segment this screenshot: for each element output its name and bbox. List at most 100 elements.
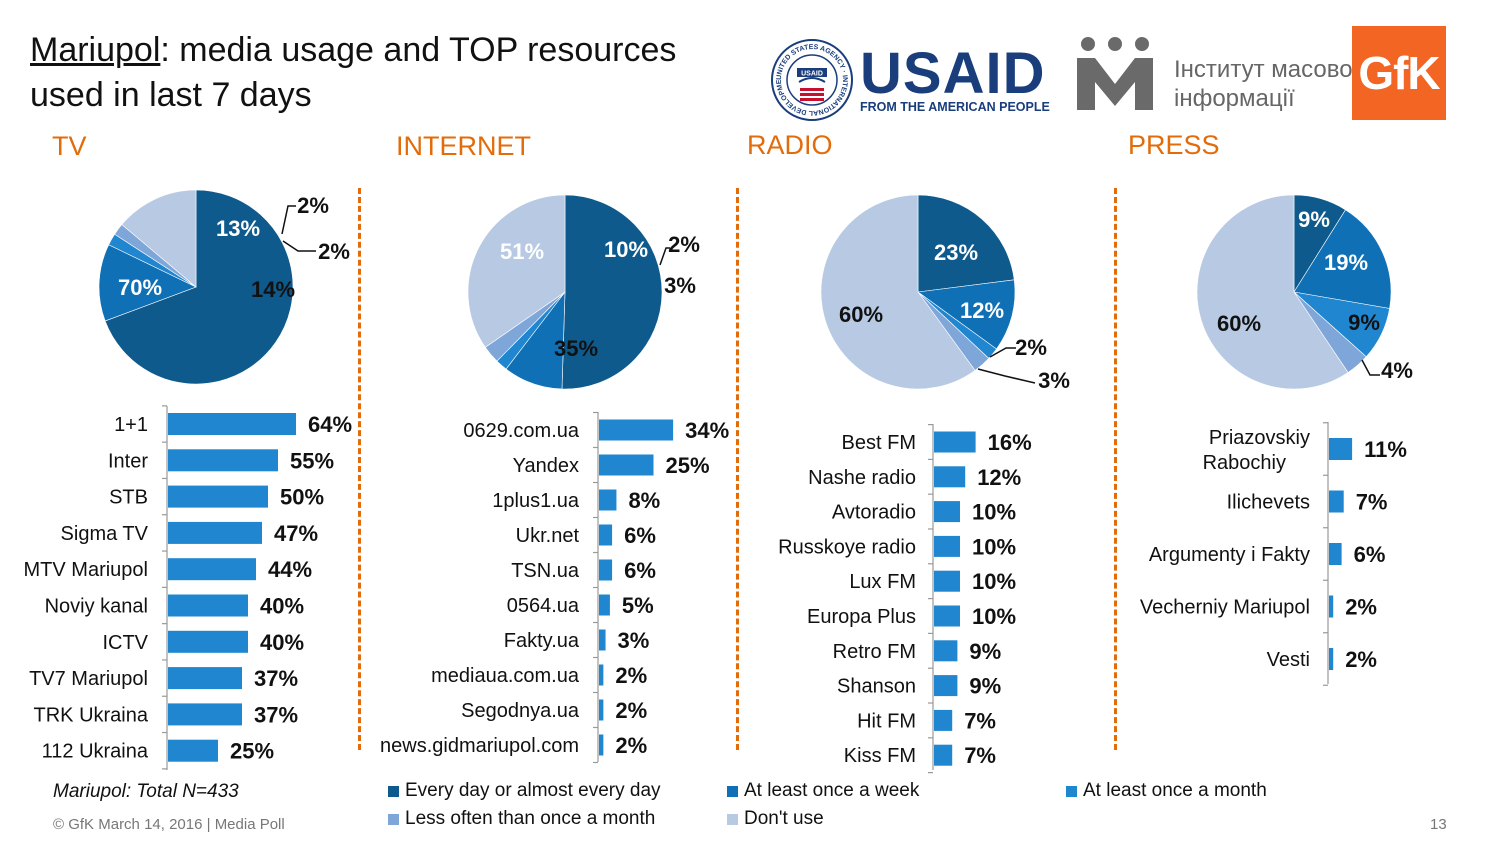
footer-copyright: © GfK March 14, 2016 | Media Poll xyxy=(53,816,285,833)
imi-line2: інформації xyxy=(1174,85,1295,112)
legend-label: Don't use xyxy=(744,808,824,829)
tv-bar-group: 64% 1+1 55% Inter 50% STB 47% Sigma TV 44% MTV Ma… xyxy=(24,405,352,770)
tv-bar-value-5: 40% xyxy=(260,594,304,619)
tv-pie-slice-4 xyxy=(121,189,197,288)
internet-bar-value-9: 2% xyxy=(615,733,647,758)
press-bar-bar-4 xyxy=(1329,648,1334,670)
internet-bar-bar-4 xyxy=(599,559,613,581)
tv-pie-group: 70% 13% 2% 2% 14% xyxy=(98,189,350,385)
tv-bar-value-6: 40% xyxy=(260,630,304,655)
tv-bar-value-0: 64% xyxy=(308,412,352,437)
internet-bar-bar-5 xyxy=(599,594,610,616)
legend-swatch xyxy=(388,785,399,797)
internet-bar-category-1: Yandex xyxy=(513,455,579,477)
press-bar-category-4: Vesti xyxy=(1267,649,1310,671)
radio-bar-category-7: Shanson xyxy=(837,676,916,698)
gfk-wordmark: GfK xyxy=(1358,47,1440,99)
tv-pie-leader-3 xyxy=(282,240,316,252)
radio-bar-value-5: 10% xyxy=(972,604,1016,629)
internet-bar-category-8: Segodnya.ua xyxy=(461,700,580,722)
internet-pie-label-2: 2% xyxy=(668,232,700,257)
gfk-logo: GfK xyxy=(1352,26,1446,120)
radio-bar-value-9: 7% xyxy=(964,743,996,768)
page-number: 13 xyxy=(1430,816,1447,833)
radio-pie-label-1: 12% xyxy=(960,298,1004,323)
tv-bar-bar-4 xyxy=(168,558,256,581)
title-line2: used in last 7 days xyxy=(30,76,312,114)
legend-label: At least once a week xyxy=(744,780,920,801)
tv-pie-slice-1 xyxy=(98,244,197,322)
press-pie-label-2: 9% xyxy=(1348,310,1380,335)
internet-bar-category-7: mediaua.com.ua xyxy=(431,665,580,687)
radio-bar-value-6: 9% xyxy=(969,639,1001,664)
imi-mark-icon xyxy=(1077,37,1153,110)
internet-pie-label-1: 10% xyxy=(604,237,648,262)
internet-bar-value-5: 5% xyxy=(622,593,654,618)
internet-bar-bar-8 xyxy=(599,699,604,721)
tv-bar-bar-8 xyxy=(168,703,242,726)
radio-bar-value-8: 7% xyxy=(964,708,996,733)
tv-bar-category-3: Sigma TV xyxy=(61,523,149,545)
legend-swatch xyxy=(388,813,399,825)
tv-pie-leader-2 xyxy=(281,205,296,235)
radio-bar-bar-0 xyxy=(934,431,976,453)
radio-pie-leader-2 xyxy=(989,347,1016,358)
tv-bar-value-1: 55% xyxy=(290,448,334,473)
tv-bar-category-9: 112 Ukraina xyxy=(42,741,149,763)
radio-pie-label-4: 60% xyxy=(839,302,883,327)
radio-bar-category-6: Retro FM xyxy=(833,641,916,663)
internet-pie-label-0: 51% xyxy=(500,239,544,264)
radio-bar-category-5: Europa Plus xyxy=(807,606,916,628)
press-bar-bar-1 xyxy=(1329,490,1344,513)
internet-bar-category-5: 0564.ua xyxy=(507,595,580,617)
radio-bar-value-2: 10% xyxy=(972,500,1016,525)
internet-pie-label-3: 3% xyxy=(664,273,696,298)
internet-bar-bar-1 xyxy=(599,454,654,476)
tv-bar-bar-6 xyxy=(168,630,248,653)
tv-bar-category-0: 1+1 xyxy=(114,414,148,436)
tv-bar-bar-0 xyxy=(168,413,296,435)
internet-bar-group: 34% 0629.com.ua 25% Yandex 8% 1plus1.ua 6% Ukr.… xyxy=(380,411,729,764)
tv-bar-category-6: ICTV xyxy=(102,632,148,654)
radio-bar-group: 16% Best FM 12% Nashe radio 10% Avtoradio 10% R… xyxy=(778,424,1032,774)
imi-line1: Інститут масової xyxy=(1174,56,1360,83)
radio-pie-slice-4 xyxy=(820,194,976,390)
press-pie-slice-1 xyxy=(1293,209,1392,309)
radio-bar-bar-4 xyxy=(934,570,960,592)
internet-bar-bar-3 xyxy=(599,524,613,546)
tv-bar-value-3: 47% xyxy=(274,521,318,546)
radio-bar-bar-3 xyxy=(934,535,960,557)
section-heading-tv: TV xyxy=(52,131,87,161)
usaid-logo: UNITED STATES AGENCY · INTERNATIONAL DEV… xyxy=(770,38,1050,122)
internet-bar-category-3: Ukr.net xyxy=(516,525,580,547)
legend-item-less-often: Less often than once a month xyxy=(388,808,655,830)
radio-bar-category-4: Lux FM xyxy=(849,571,916,593)
internet-bar-category-9: news.gidmariupol.com xyxy=(380,735,579,757)
page-title: Mariupol: media usage and TOP resources … xyxy=(30,28,676,118)
internet-bar-value-8: 2% xyxy=(615,698,647,723)
title-city: Mariupol xyxy=(30,31,161,69)
tv-pie-label-4: 14% xyxy=(251,277,295,302)
tv-bar-bar-2 xyxy=(168,485,268,508)
tv-bar-bar-9 xyxy=(168,739,218,762)
press-pie-label-4: 60% xyxy=(1217,311,1261,336)
tv-bar-value-9: 25% xyxy=(230,739,274,764)
tv-pie-label-0: 70% xyxy=(118,275,162,300)
press-bar-value-4: 2% xyxy=(1345,647,1377,672)
press-pie-slice-4 xyxy=(1196,194,1349,390)
radio-pie-group: 23% 12% 2% 3% 60% xyxy=(820,194,1070,393)
press-bar-bar-3 xyxy=(1329,595,1334,618)
press-bar-category-1: Ilichevets xyxy=(1227,492,1310,514)
section-heading-internet: INTERNET xyxy=(396,131,531,161)
tv-bar-bar-3 xyxy=(168,521,262,544)
radio-bar-bar-7 xyxy=(934,675,958,697)
usaid-seal-icon: UNITED STATES AGENCY · INTERNATIONAL DEV… xyxy=(770,38,853,121)
tv-bar-category-8: TRK Ukraina xyxy=(34,704,149,726)
tv-bar-category-4: MTV Mariupol xyxy=(24,559,148,581)
tv-bar-bar-7 xyxy=(168,667,242,690)
section-heading-press: PRESS xyxy=(1128,130,1220,160)
internet-bar-value-7: 2% xyxy=(615,663,647,688)
legend-swatch xyxy=(727,785,738,797)
svg-text:USAID: USAID xyxy=(801,71,823,78)
